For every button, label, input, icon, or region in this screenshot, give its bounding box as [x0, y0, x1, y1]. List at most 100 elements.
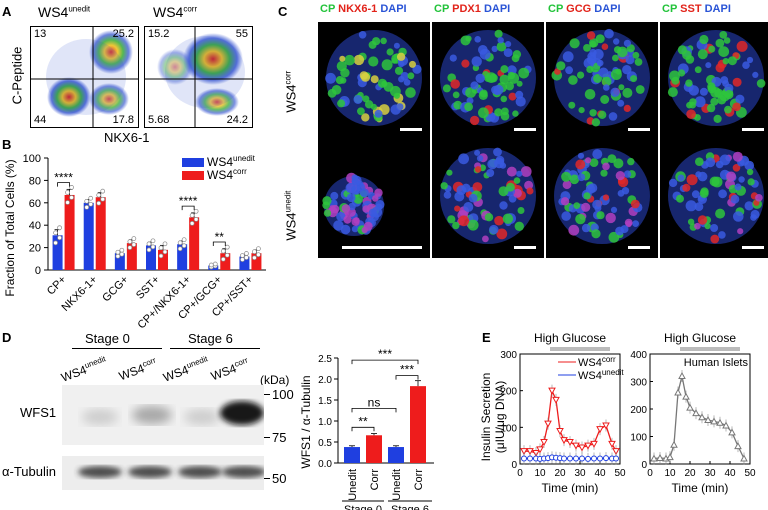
cell [485, 72, 497, 83]
b-bar-WS4corr-1 [95, 197, 106, 270]
cell [336, 61, 347, 72]
e1-xtick-label: 30 [574, 468, 586, 479]
cell [479, 48, 491, 60]
e2-point [650, 454, 658, 462]
cell [454, 191, 465, 202]
cell [500, 95, 508, 103]
cell [732, 164, 741, 172]
e1-point [608, 440, 616, 448]
cell [625, 55, 635, 65]
cell [577, 71, 585, 79]
cell [337, 99, 346, 108]
stain-title-a: CP [548, 3, 564, 15]
cell [605, 212, 616, 224]
e2-xtick-label: 30 [704, 468, 716, 479]
e1-point [591, 455, 597, 462]
e1-point [561, 455, 567, 462]
e1-xlabel: Time (min) [542, 481, 599, 495]
cell [601, 76, 612, 87]
e1-ytick-label: 0 [511, 460, 517, 471]
b-dot [252, 249, 257, 255]
e1-point [603, 455, 609, 462]
b-dot [65, 190, 70, 195]
b-dot [69, 195, 74, 200]
line-e1-ylabel-2: (μIU/μg DNA) [493, 381, 507, 454]
b-dot [100, 196, 106, 202]
b-bar-WS4corr-5 [220, 253, 231, 270]
e2-frame [649, 353, 751, 465]
cell [499, 162, 507, 169]
stage6-bar [170, 348, 260, 349]
cell [524, 180, 534, 190]
cell [353, 54, 365, 66]
e2-title: High Glucose [664, 332, 736, 345]
e1-point [556, 428, 564, 436]
b-dot [119, 247, 125, 253]
cell [617, 99, 625, 107]
cell [607, 154, 617, 163]
cell [331, 85, 342, 95]
e2-point [678, 371, 686, 379]
cell [447, 215, 456, 224]
cell [484, 213, 494, 222]
cell [733, 211, 744, 222]
cell [586, 65, 594, 73]
panel-label-a: A [2, 4, 12, 19]
cell [396, 52, 406, 61]
cell [584, 89, 596, 100]
cell [630, 75, 638, 83]
cell [585, 157, 592, 164]
q-br-corr: 24.2 [226, 114, 248, 126]
cell [475, 73, 485, 83]
e2-point [734, 442, 742, 450]
d-sig-2-3 [395, 375, 419, 380]
e1-point [520, 448, 528, 456]
e2-point [728, 428, 736, 436]
cell [615, 226, 624, 236]
b-bar-WS4corr-3 [158, 249, 168, 270]
cell [600, 95, 610, 104]
b-dot [100, 188, 106, 194]
cell [482, 235, 489, 243]
cell [691, 190, 700, 199]
micrograph-r1-c1 [318, 22, 430, 140]
cell [458, 153, 469, 165]
cell [362, 95, 370, 103]
b-ytick-label: 20 [29, 243, 41, 255]
b-dot [220, 248, 226, 254]
cell [461, 59, 470, 68]
cell [697, 171, 708, 182]
b-bar-WS4unedit-4 [177, 244, 188, 270]
cell [715, 38, 725, 48]
stain-title-c: DAPI [701, 3, 731, 15]
cell [568, 101, 576, 109]
cell [603, 84, 610, 91]
cell [630, 199, 640, 209]
e1-point [540, 439, 548, 447]
cell [587, 52, 597, 61]
cell [474, 36, 481, 43]
cell [505, 81, 514, 91]
cell [623, 104, 631, 112]
e2-xtick-label: 40 [724, 468, 736, 479]
b-bar-WS4corr-2 [126, 243, 137, 270]
e2-ytick-label: 0 [641, 460, 647, 471]
cell [351, 175, 362, 186]
cell [503, 48, 513, 57]
cell [372, 195, 379, 202]
cell [560, 197, 570, 206]
cell [474, 149, 481, 156]
e2-ytick-label: 200 [630, 405, 647, 416]
micrograph-r1-c2 [432, 22, 544, 140]
line-chart-insulin-islets: High Glucose 0 100 200 300 400 0 10 20 30 40 50 Time… [630, 332, 756, 495]
e1-xtick-label: 20 [554, 468, 566, 479]
e2-point [666, 453, 674, 461]
cell [602, 194, 610, 201]
cell [627, 157, 635, 166]
e2-glucose-bar [680, 347, 740, 351]
cell [409, 60, 416, 68]
cell [468, 193, 478, 203]
b-sig-bracket [212, 241, 226, 246]
d-ytick-label: 1.5 [318, 396, 332, 407]
cell [746, 168, 754, 176]
